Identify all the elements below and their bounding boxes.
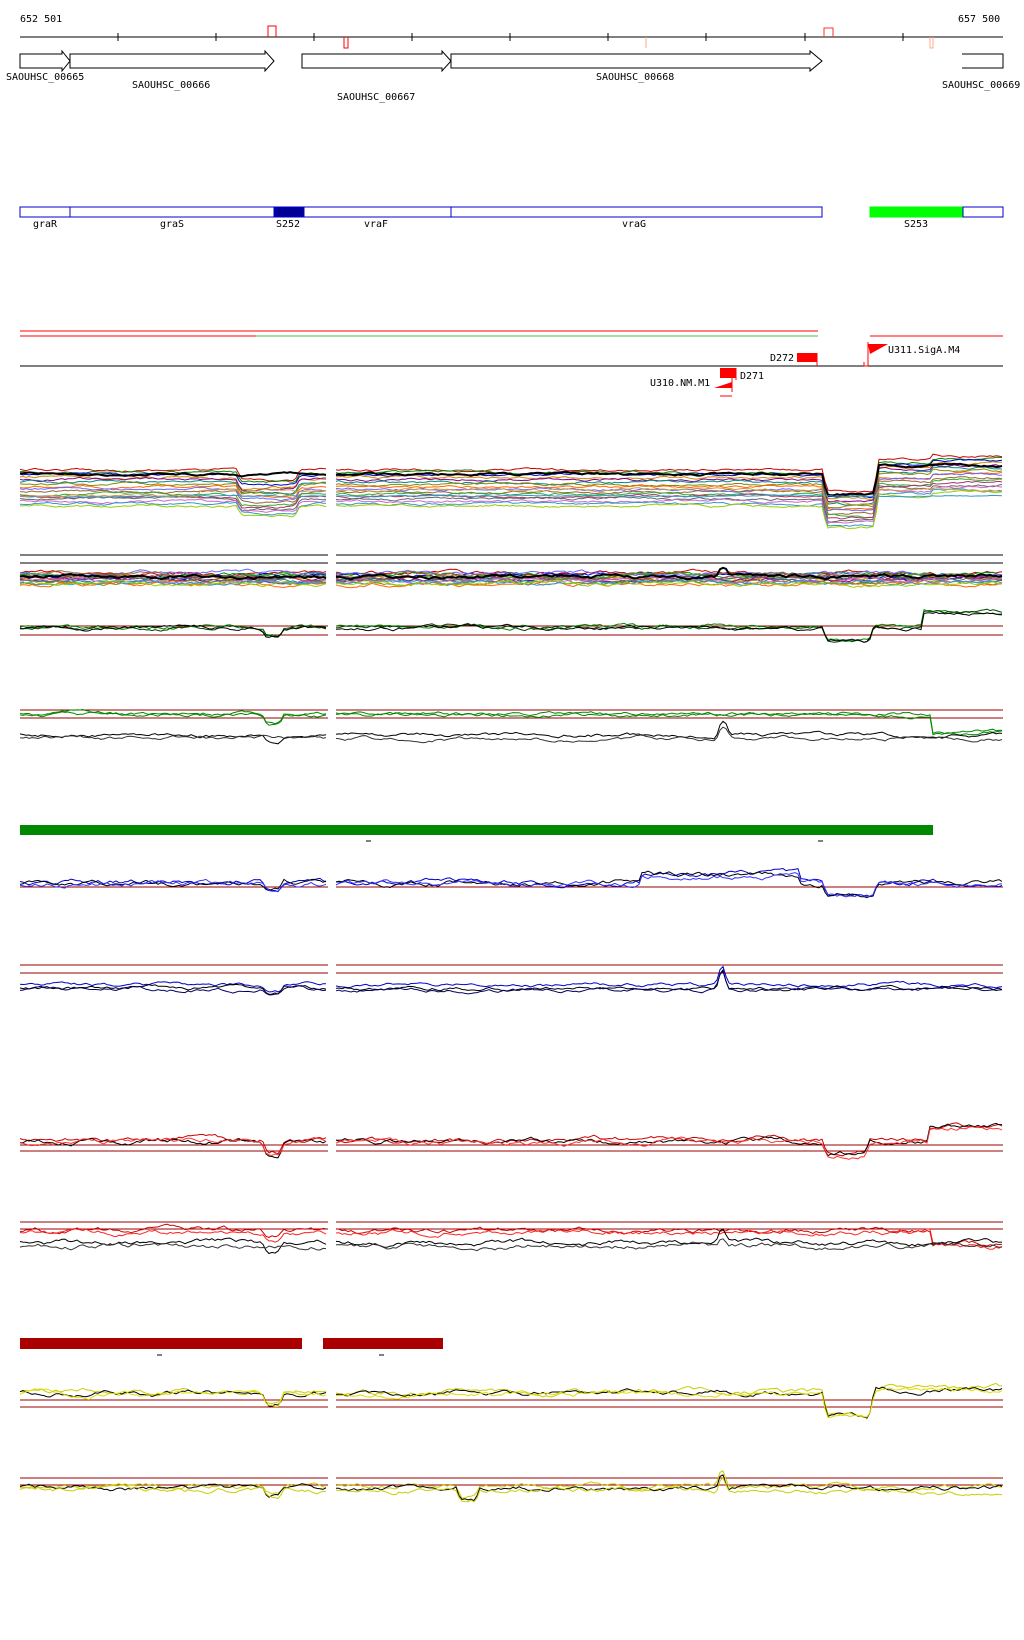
- gene-saouhsc-00665[interactable]: SAOUHSC_00665: [6, 49, 84, 83]
- annotation-track: graR graS S252 vraF vraG S253: [19, 206, 1004, 230]
- annotation-vraf[interactable]: vraF: [303, 206, 452, 230]
- red-signal: [19, 1126, 1003, 1160]
- svg-text:D272: D272: [770, 353, 794, 364]
- black-signal: [19, 870, 1003, 899]
- blue-signal: [19, 965, 1003, 993]
- black-signal: [19, 1386, 1003, 1419]
- svg-text:graR: graR: [33, 219, 58, 230]
- blue-signal: [19, 970, 1003, 996]
- green-region-bar: [20, 825, 933, 842]
- gene-track: SAOUHSC_00665 SAOUHSC_00666 SAOUHSC_0066…: [6, 49, 1020, 103]
- feature-u311-siga-m4[interactable]: U311.SigA.M4: [863, 342, 960, 367]
- feature-u310-nm-m1[interactable]: U310.NM.M1: [650, 378, 733, 397]
- black-signal: [19, 726, 1003, 744]
- overlay-line: [19, 462, 1003, 497]
- annotation-vrag[interactable]: vraG: [450, 206, 823, 230]
- black-signal: [19, 1238, 1003, 1252]
- yellow-signal: [19, 1476, 1003, 1503]
- svg-text:D271: D271: [740, 371, 764, 382]
- overlay-line: [19, 487, 1003, 506]
- feature-d271[interactable]: D271: [720, 368, 764, 382]
- black-signal: [19, 1228, 1003, 1255]
- overlay-line: [19, 468, 1003, 509]
- gene-saouhsc-00666[interactable]: SAOUHSC_00666: [69, 49, 275, 91]
- dark-red-region-bar: [20, 1338, 443, 1356]
- svg-text:SAOUHSC_00668: SAOUHSC_00668: [596, 72, 674, 83]
- svg-text:U310.NM.M1: U310.NM.M1: [650, 378, 710, 389]
- gene-saouhsc-00668[interactable]: SAOUHSC_00668: [450, 49, 823, 83]
- svg-text:vraF: vraF: [364, 219, 388, 230]
- red-signal: [19, 1228, 1003, 1250]
- svg-text:S253: S253: [904, 219, 928, 230]
- svg-text:SAOUHSC_00666: SAOUHSC_00666: [132, 80, 210, 91]
- svg-text:U311.SigA.M4: U311.SigA.M4: [888, 345, 960, 356]
- svg-text:SAOUHSC_00667: SAOUHSC_00667: [337, 92, 415, 103]
- overlay-line: [19, 465, 1003, 506]
- overlay-line: [19, 579, 1003, 588]
- blue-signal: [19, 872, 1003, 898]
- overlay-line: [19, 578, 1003, 586]
- start-coordinate: 652 501: [20, 14, 62, 25]
- black-signal: [19, 611, 1003, 643]
- svg-text:SAOUHSC_00665: SAOUHSC_00665: [6, 72, 84, 83]
- svg-text:SAOUHSC_00669: SAOUHSC_00669: [942, 80, 1020, 91]
- expression-tracks: [19, 453, 1003, 1503]
- overlay-line: [19, 488, 1003, 527]
- annotation-grar[interactable]: graR: [19, 206, 71, 230]
- black-signal: [19, 720, 1003, 745]
- feature-track: D272 U311.SigA.M4 D271 U310.NM.M1: [20, 330, 1003, 397]
- end-coordinate: 657 500: [958, 14, 1000, 25]
- blue-signal: [19, 867, 1003, 898]
- overlay-line: [20, 476, 1003, 516]
- annotation-gras[interactable]: graS: [69, 206, 275, 230]
- gene-saouhsc-00667[interactable]: SAOUHSC_00667: [301, 49, 452, 103]
- annotation-s253[interactable]: S253: [869, 206, 1004, 230]
- overlay-line: [19, 456, 1003, 498]
- gene-saouhsc-00669[interactable]: SAOUHSC_00669: [942, 53, 1020, 91]
- overlay-line: [20, 490, 1003, 530]
- black-signal: [19, 1474, 1003, 1502]
- overlay-line: [19, 494, 1003, 498]
- overlay-line: [19, 566, 1003, 581]
- green-signal: [19, 711, 1003, 736]
- svg-text:graS: graS: [160, 219, 184, 230]
- yellow-signal: [19, 1387, 1003, 1419]
- coordinate-ruler: 652 501 657 500: [20, 14, 1003, 49]
- annotation-s252[interactable]: S252: [273, 206, 305, 230]
- feature-d272[interactable]: D272: [770, 353, 818, 366]
- overlay-line: [19, 471, 1003, 511]
- overlay-line: [19, 461, 1003, 500]
- svg-text:S252: S252: [276, 219, 300, 230]
- black-signal: [19, 1122, 1003, 1159]
- svg-text:vraG: vraG: [622, 219, 646, 230]
